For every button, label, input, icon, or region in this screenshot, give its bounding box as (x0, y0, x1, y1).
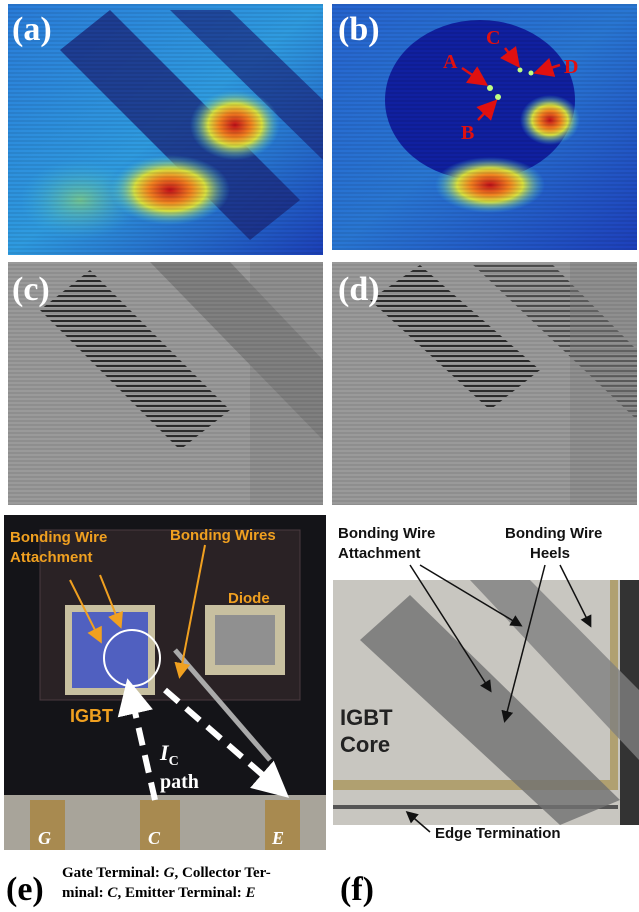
caption-part: E (244, 885, 255, 901)
caption-part: , Collector Ter- (175, 865, 271, 881)
panel-d: (d) (332, 262, 637, 505)
panel-f: Bonding Wire Attachment Bonding Wire Hee… (333, 525, 639, 908)
annotation: Bonding Wires (170, 527, 276, 544)
annotation: Diode (228, 590, 270, 607)
panel-label: (c) (12, 271, 50, 308)
point-label: B (461, 122, 474, 144)
caption-part: G (164, 865, 175, 881)
point-label: D (564, 56, 578, 78)
point-label: C (486, 27, 500, 49)
annotation: Bonding Wire (10, 529, 107, 546)
annotation: Attachment (10, 549, 93, 566)
point-label: A (443, 51, 458, 73)
current-subscript: C (169, 754, 179, 769)
annotation: Bonding Wire (338, 525, 435, 542)
terminal-label: E (271, 828, 284, 848)
panel-b: A B C D (b) (332, 4, 637, 250)
panel-label: (f) (340, 871, 374, 908)
caption-part: Gate Terminal: (62, 865, 164, 881)
panel-c: (c) (8, 262, 323, 505)
panel-a: (a) (8, 4, 323, 255)
panel-label: (e) (6, 871, 44, 908)
caption-part: minal: (62, 885, 107, 901)
annotation: Bonding Wire (505, 525, 602, 542)
annotation: Attachment (338, 545, 421, 562)
annotation: Edge Termination (435, 825, 561, 842)
terminal-label: G (38, 828, 51, 848)
figure: (a) A B C D (b) (c) (d) Bonding Wire Att… (0, 0, 639, 912)
panel-e: Bonding Wire Attachment Bonding Wires Di… (4, 515, 326, 908)
current-label: path (160, 771, 199, 793)
caption-line: Gate Terminal: G, Collector Ter- (62, 865, 271, 881)
caption-line: minal: C, Emitter Terminal: E (62, 885, 256, 901)
caption-part: , Emitter Terminal: (117, 885, 245, 901)
panel-label: (d) (338, 271, 380, 308)
annotation: IGBT (340, 705, 393, 730)
annotation: Heels (530, 545, 570, 562)
annotation: Core (340, 732, 390, 757)
panel-label: (b) (338, 11, 380, 48)
terminal-label: C (148, 828, 161, 848)
annotation: IGBT (70, 706, 113, 726)
panel-label: (a) (12, 11, 52, 48)
